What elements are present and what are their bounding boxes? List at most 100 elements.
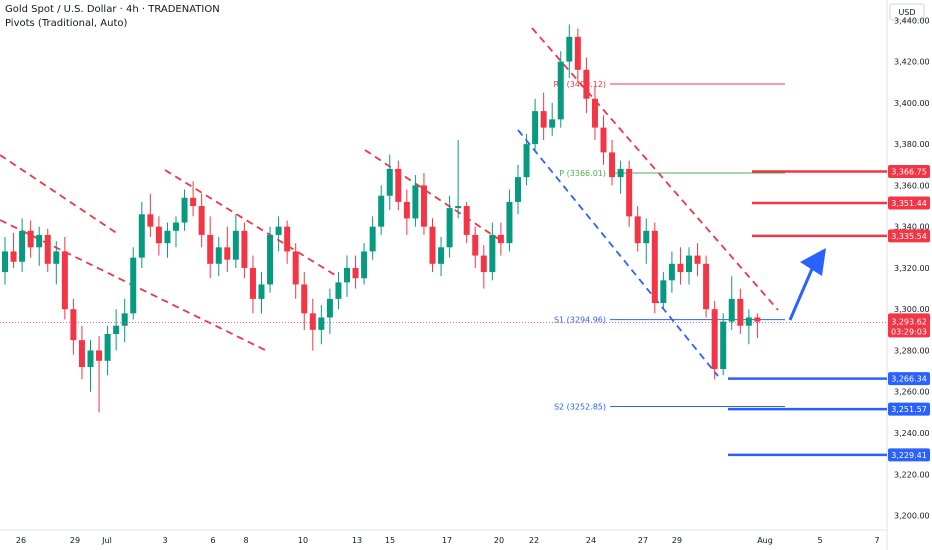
candle-body[interactable] xyxy=(626,168,633,217)
current-price-box[interactable] xyxy=(888,313,930,338)
candle-body[interactable] xyxy=(497,234,504,244)
candle-body[interactable] xyxy=(44,234,51,264)
candle-body[interactable] xyxy=(634,216,641,244)
resistance-price-label-box[interactable] xyxy=(888,229,930,243)
candle-body[interactable] xyxy=(446,208,453,248)
candle-body[interactable] xyxy=(574,36,581,70)
candle-body[interactable] xyxy=(61,251,68,310)
candle-body[interactable] xyxy=(70,309,77,341)
candle-body[interactable] xyxy=(651,230,658,304)
candle-body[interactable] xyxy=(224,247,231,260)
candle-body[interactable] xyxy=(515,177,521,202)
candle-body[interactable] xyxy=(53,251,60,264)
candle-body[interactable] xyxy=(720,321,727,370)
candle-body[interactable] xyxy=(113,325,120,334)
candle-body[interactable] xyxy=(181,197,188,223)
support-price-label-box[interactable] xyxy=(888,402,930,416)
candle-body[interactable] xyxy=(232,230,239,260)
candle-body[interactable] xyxy=(104,333,111,361)
candle-body[interactable] xyxy=(198,206,205,235)
candle-body[interactable] xyxy=(292,251,299,285)
candle-body[interactable] xyxy=(566,36,573,62)
candle-body[interactable] xyxy=(660,280,667,304)
candle-body[interactable] xyxy=(403,201,410,219)
candle-body[interactable] xyxy=(463,206,470,235)
candle-body[interactable] xyxy=(78,340,85,367)
candle-body[interactable] xyxy=(352,267,359,279)
candle-body[interactable] xyxy=(429,226,436,264)
candle-body[interactable] xyxy=(540,111,547,128)
candle-body[interactable] xyxy=(489,234,496,273)
candle-body[interactable] xyxy=(455,206,462,209)
candle-body[interactable] xyxy=(87,350,94,367)
candle-body[interactable] xyxy=(249,267,256,299)
candle-body[interactable] xyxy=(745,317,752,326)
candle-body[interactable] xyxy=(130,257,137,314)
candle-body[interactable] xyxy=(344,267,350,283)
candle-body[interactable] xyxy=(207,234,214,264)
candle-body[interactable] xyxy=(506,201,513,244)
candle-body[interactable] xyxy=(438,247,445,264)
candle-body[interactable] xyxy=(591,98,598,128)
candle-body[interactable] xyxy=(609,152,616,178)
candle-body[interactable] xyxy=(318,317,325,330)
candle-body[interactable] xyxy=(600,127,607,153)
candle-body[interactable] xyxy=(369,226,376,252)
candle-body[interactable] xyxy=(190,197,197,207)
candle-body[interactable] xyxy=(643,230,650,244)
support-price-label-box[interactable] xyxy=(888,448,930,462)
candle-body[interactable] xyxy=(309,313,316,330)
candle-body[interactable] xyxy=(96,350,103,361)
candle-body[interactable] xyxy=(737,298,744,326)
candle-body[interactable] xyxy=(10,251,17,262)
candle-body[interactable] xyxy=(728,298,735,322)
candle-body[interactable] xyxy=(557,61,564,120)
candle-body[interactable] xyxy=(361,251,368,279)
currency-box[interactable] xyxy=(889,3,925,21)
candle-body[interactable] xyxy=(2,251,8,273)
candle-body[interactable] xyxy=(284,226,291,252)
symbol-title[interactable]: Gold Spot / U.S. Dollar · 4h · TRADENATI… xyxy=(5,4,220,15)
candle-body[interactable] xyxy=(694,255,701,264)
candle-body[interactable] xyxy=(472,234,479,256)
candle-body[interactable] xyxy=(703,263,710,310)
candle-body[interactable] xyxy=(583,69,590,99)
candle-body[interactable] xyxy=(155,226,162,244)
candle-body[interactable] xyxy=(267,234,274,285)
candle-body[interactable] xyxy=(335,282,342,299)
candle-body[interactable] xyxy=(326,298,333,318)
resistance-price-label-box[interactable] xyxy=(888,164,930,178)
candle-body[interactable] xyxy=(173,222,179,231)
candle-body[interactable] xyxy=(301,284,308,314)
candle-body[interactable] xyxy=(215,247,222,264)
candle-body[interactable] xyxy=(36,234,43,248)
candle-body[interactable] xyxy=(386,168,393,196)
candle-body[interactable] xyxy=(258,284,265,299)
candle-body[interactable] xyxy=(147,214,154,227)
candle-body[interactable] xyxy=(549,119,556,128)
candle-body[interactable] xyxy=(138,214,145,258)
support-price-label-box[interactable] xyxy=(888,372,930,386)
indicator-label[interactable]: Pivots (Traditional, Auto) xyxy=(5,18,128,29)
candle-body[interactable] xyxy=(617,168,624,178)
candle-body[interactable] xyxy=(121,313,128,326)
candle-body[interactable] xyxy=(241,230,248,268)
candle-body[interactable] xyxy=(420,185,427,227)
candle-body[interactable] xyxy=(480,255,487,273)
candle-body[interactable] xyxy=(532,111,539,145)
candle-body[interactable] xyxy=(686,255,692,273)
candle-body[interactable] xyxy=(19,230,26,262)
candle-body[interactable] xyxy=(711,309,718,370)
candle-body[interactable] xyxy=(523,144,530,178)
candle-body[interactable] xyxy=(395,168,402,202)
candle-body[interactable] xyxy=(378,195,385,227)
candle-body[interactable] xyxy=(412,185,419,219)
resistance-price-label-box[interactable] xyxy=(888,196,930,210)
candle-body[interactable] xyxy=(677,263,684,273)
candle-body[interactable] xyxy=(754,317,761,322)
candle-body[interactable] xyxy=(668,263,675,281)
candle-body[interactable] xyxy=(275,226,282,235)
candle-body[interactable] xyxy=(164,230,171,244)
candle-body[interactable] xyxy=(27,230,34,248)
